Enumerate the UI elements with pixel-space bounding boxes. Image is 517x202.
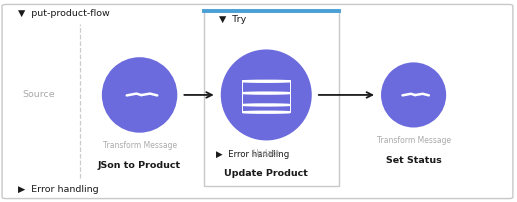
Ellipse shape [242, 93, 290, 94]
Text: Transform Message: Transform Message [102, 141, 177, 150]
Text: Transform Message: Transform Message [376, 136, 451, 145]
Text: ▼  Try: ▼ Try [219, 15, 246, 24]
Polygon shape [242, 81, 290, 112]
FancyBboxPatch shape [2, 4, 513, 199]
Text: JSon to Product: JSon to Product [98, 161, 181, 170]
Text: ▶  Error handling: ▶ Error handling [18, 185, 99, 194]
Text: Source: Source [22, 90, 55, 99]
Ellipse shape [102, 57, 177, 133]
Text: Update: Update [252, 148, 280, 158]
Text: Set Status: Set Status [386, 156, 442, 165]
FancyBboxPatch shape [204, 11, 339, 186]
Ellipse shape [381, 62, 446, 127]
Text: ▼  put-product-flow: ▼ put-product-flow [18, 9, 110, 18]
Ellipse shape [242, 81, 290, 82]
Text: ▶  Error handling: ▶ Error handling [216, 150, 289, 160]
Text: Update Product: Update Product [224, 169, 308, 178]
Ellipse shape [242, 104, 290, 106]
Ellipse shape [221, 49, 312, 140]
